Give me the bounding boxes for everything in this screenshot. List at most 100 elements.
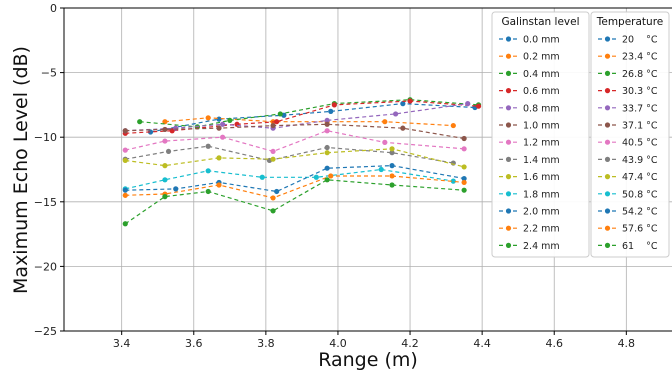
series-line [125, 168, 454, 190]
series-12 [122, 177, 467, 227]
legend-entry: 37.1 °C [622, 121, 658, 132]
data-point [393, 111, 399, 117]
legend-column-0: Galinstan level 0.0 mm 0.2 mm 0.4 mm 0.6 mm 0… [491, 11, 590, 258]
legend-marker [505, 88, 512, 94]
data-point [324, 150, 330, 156]
legend-marker [505, 53, 512, 59]
data-point [162, 194, 168, 200]
data-point [162, 163, 168, 169]
legend-marker [604, 242, 611, 248]
data-point [173, 186, 179, 192]
data-point [162, 126, 168, 133]
legend-entry: 0.0 mm [523, 35, 560, 46]
legend-entry: 33.7 °C [622, 103, 658, 114]
y-axis-label: Maximum Echo Level (dB) [10, 46, 32, 294]
data-point [220, 121, 226, 127]
data-point [162, 138, 168, 144]
data-point [216, 182, 222, 188]
legend-marker [505, 225, 512, 231]
series-6 [122, 128, 467, 155]
data-point [450, 160, 456, 166]
data-point [122, 192, 128, 198]
x-tick-label: 4.8 [618, 337, 636, 350]
data-point [277, 111, 283, 117]
series-9 [122, 166, 456, 192]
data-point [324, 165, 330, 171]
x-tick-label: 3.6 [185, 337, 203, 350]
legend-entry: 57.6 °C [622, 224, 658, 235]
series-line [125, 145, 454, 164]
legend-entry: 2.2 mm [523, 224, 560, 235]
legend-entry: 20 °C [622, 35, 658, 46]
legend-marker [604, 70, 611, 76]
legend-marker [604, 208, 611, 214]
data-point [400, 101, 406, 107]
data-point [122, 187, 128, 193]
data-point [205, 143, 211, 149]
legend-title: Temperature [596, 16, 664, 28]
legend-marker [505, 191, 512, 197]
legend-entry: 61 °C [622, 241, 658, 252]
data-point [328, 173, 334, 179]
data-point [407, 98, 413, 104]
data-point [324, 177, 330, 183]
data-point [324, 117, 330, 124]
legend-entry: 30.3 °C [622, 86, 658, 97]
series-line [125, 148, 465, 168]
data-point [382, 119, 388, 125]
data-point [165, 148, 172, 155]
data-point [162, 119, 168, 125]
data-point [389, 146, 395, 152]
data-point [461, 146, 467, 152]
data-point [270, 122, 276, 129]
legend-marker [604, 53, 611, 59]
data-point [324, 121, 330, 127]
data-point [137, 119, 143, 125]
legend-box [590, 11, 670, 258]
data-point [205, 168, 211, 174]
legend-title: Galinstan level [501, 16, 579, 28]
legend-marker [604, 174, 611, 180]
legend-marker [505, 174, 512, 180]
data-point [461, 179, 467, 186]
data-point [475, 103, 482, 109]
legend-entry: 2.0 mm [523, 207, 560, 218]
data-point [220, 134, 226, 140]
data-point [173, 125, 179, 131]
x-tick-label: 4.0 [329, 337, 347, 350]
data-point [270, 208, 276, 214]
legend: Galinstan level 0.0 mm 0.2 mm 0.4 mm 0.6 mm 0… [491, 11, 670, 258]
legend-entry: 0.2 mm [523, 52, 560, 63]
series-line [164, 117, 454, 127]
data-point [331, 102, 337, 108]
legend-marker [505, 70, 512, 76]
y-tick-label: −25 [34, 325, 57, 338]
data-point [147, 129, 154, 135]
legend-marker [604, 156, 611, 162]
legend-marker [505, 208, 512, 214]
data-point [461, 164, 467, 170]
legend-marker [604, 225, 611, 231]
legend-entry: 1.6 mm [523, 172, 560, 183]
x-tick-label: 4.6 [545, 337, 563, 350]
data-point [122, 157, 128, 164]
data-point [389, 182, 395, 188]
x-tick-label: 4.2 [401, 337, 419, 350]
data-point [465, 101, 471, 107]
legend-marker [604, 139, 611, 145]
legend-marker [505, 156, 512, 162]
legend-entry: 54.2 °C [622, 207, 658, 218]
series-0 [147, 101, 478, 135]
y-tick-label: −5 [41, 67, 57, 80]
series-4 [122, 101, 471, 134]
data-point [270, 156, 276, 162]
y-tick-label: 0 [50, 2, 57, 15]
legend-marker [505, 105, 512, 111]
legend-marker [604, 191, 611, 197]
legend-marker [604, 88, 611, 94]
legend-marker [505, 139, 512, 145]
data-point [122, 147, 128, 153]
data-point [389, 173, 395, 179]
series-line [125, 130, 465, 153]
data-point [216, 155, 222, 161]
